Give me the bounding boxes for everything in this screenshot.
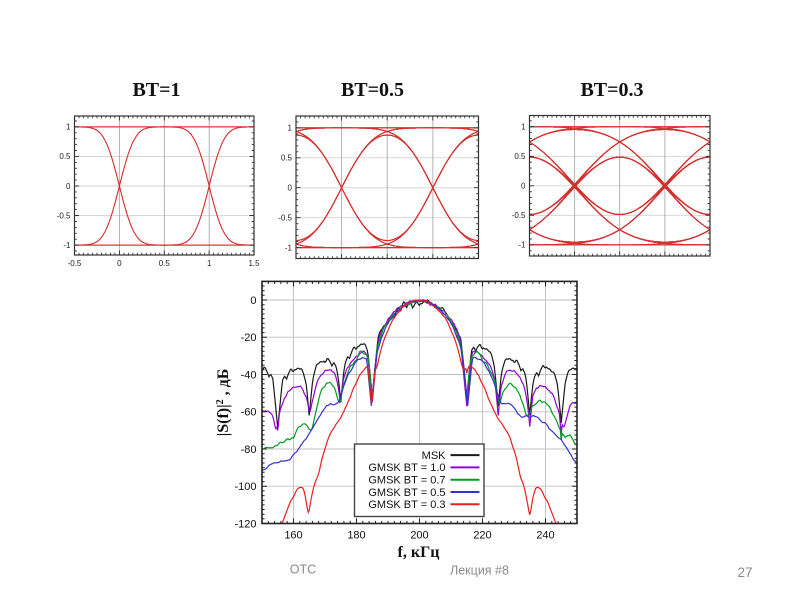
svg-text:0.5: 0.5 xyxy=(514,152,526,161)
svg-text:0.5: 0.5 xyxy=(159,259,171,268)
svg-text:BT=0.3: BT=0.3 xyxy=(580,79,643,101)
svg-text:0: 0 xyxy=(66,182,71,191)
svg-text:-100: -100 xyxy=(234,481,256,493)
svg-text:GMSK BT = 1.0: GMSK BT = 1.0 xyxy=(368,462,445,474)
svg-text:160: 160 xyxy=(284,530,302,542)
svg-text:f, кГц: f, кГц xyxy=(398,544,440,561)
svg-text:BT=1: BT=1 xyxy=(132,79,180,101)
svg-text:0: 0 xyxy=(521,182,526,191)
svg-text:-40: -40 xyxy=(241,369,257,381)
svg-text:-0.5: -0.5 xyxy=(512,211,526,220)
svg-text:-0.5: -0.5 xyxy=(278,214,292,223)
svg-text:GMSK BT = 0.3: GMSK BT = 0.3 xyxy=(368,499,445,511)
svg-text:200: 200 xyxy=(410,530,428,542)
svg-text:-80: -80 xyxy=(241,444,257,456)
svg-text:0: 0 xyxy=(117,259,122,268)
svg-text:Лекция #8: Лекция #8 xyxy=(450,564,509,578)
svg-text:GMSK BT = 0.5: GMSK BT = 0.5 xyxy=(368,487,445,499)
svg-text:180: 180 xyxy=(347,530,365,542)
svg-text:1.5: 1.5 xyxy=(248,259,260,268)
svg-text:-0.5: -0.5 xyxy=(68,259,82,268)
svg-text:GMSK BT = 0.7: GMSK BT = 0.7 xyxy=(368,475,445,487)
svg-text:1: 1 xyxy=(66,123,71,132)
svg-text:MSK: MSK xyxy=(422,450,447,462)
svg-text:-120: -120 xyxy=(234,518,256,530)
svg-text:ОТС: ОТС xyxy=(290,563,316,577)
svg-text:-0.5: -0.5 xyxy=(57,211,71,220)
svg-text:220: 220 xyxy=(473,530,491,542)
svg-text:27: 27 xyxy=(737,565,752,580)
svg-text:-1: -1 xyxy=(285,243,293,252)
svg-text:1: 1 xyxy=(207,259,212,268)
svg-text:240: 240 xyxy=(536,530,554,542)
svg-text:1: 1 xyxy=(288,124,293,133)
svg-text:BT=0.5: BT=0.5 xyxy=(341,79,404,101)
svg-text:|S(f)|2 , дБ: |S(f)|2 , дБ xyxy=(215,369,232,437)
svg-text:0.5: 0.5 xyxy=(59,152,71,161)
svg-text:-1: -1 xyxy=(518,241,526,250)
svg-text:0: 0 xyxy=(250,295,256,307)
svg-text:0.5: 0.5 xyxy=(281,154,293,163)
svg-text:-60: -60 xyxy=(241,407,257,419)
svg-text:-1: -1 xyxy=(63,241,71,250)
svg-text:-20: -20 xyxy=(241,332,257,344)
svg-text:1: 1 xyxy=(521,123,526,132)
svg-text:0: 0 xyxy=(288,184,293,193)
